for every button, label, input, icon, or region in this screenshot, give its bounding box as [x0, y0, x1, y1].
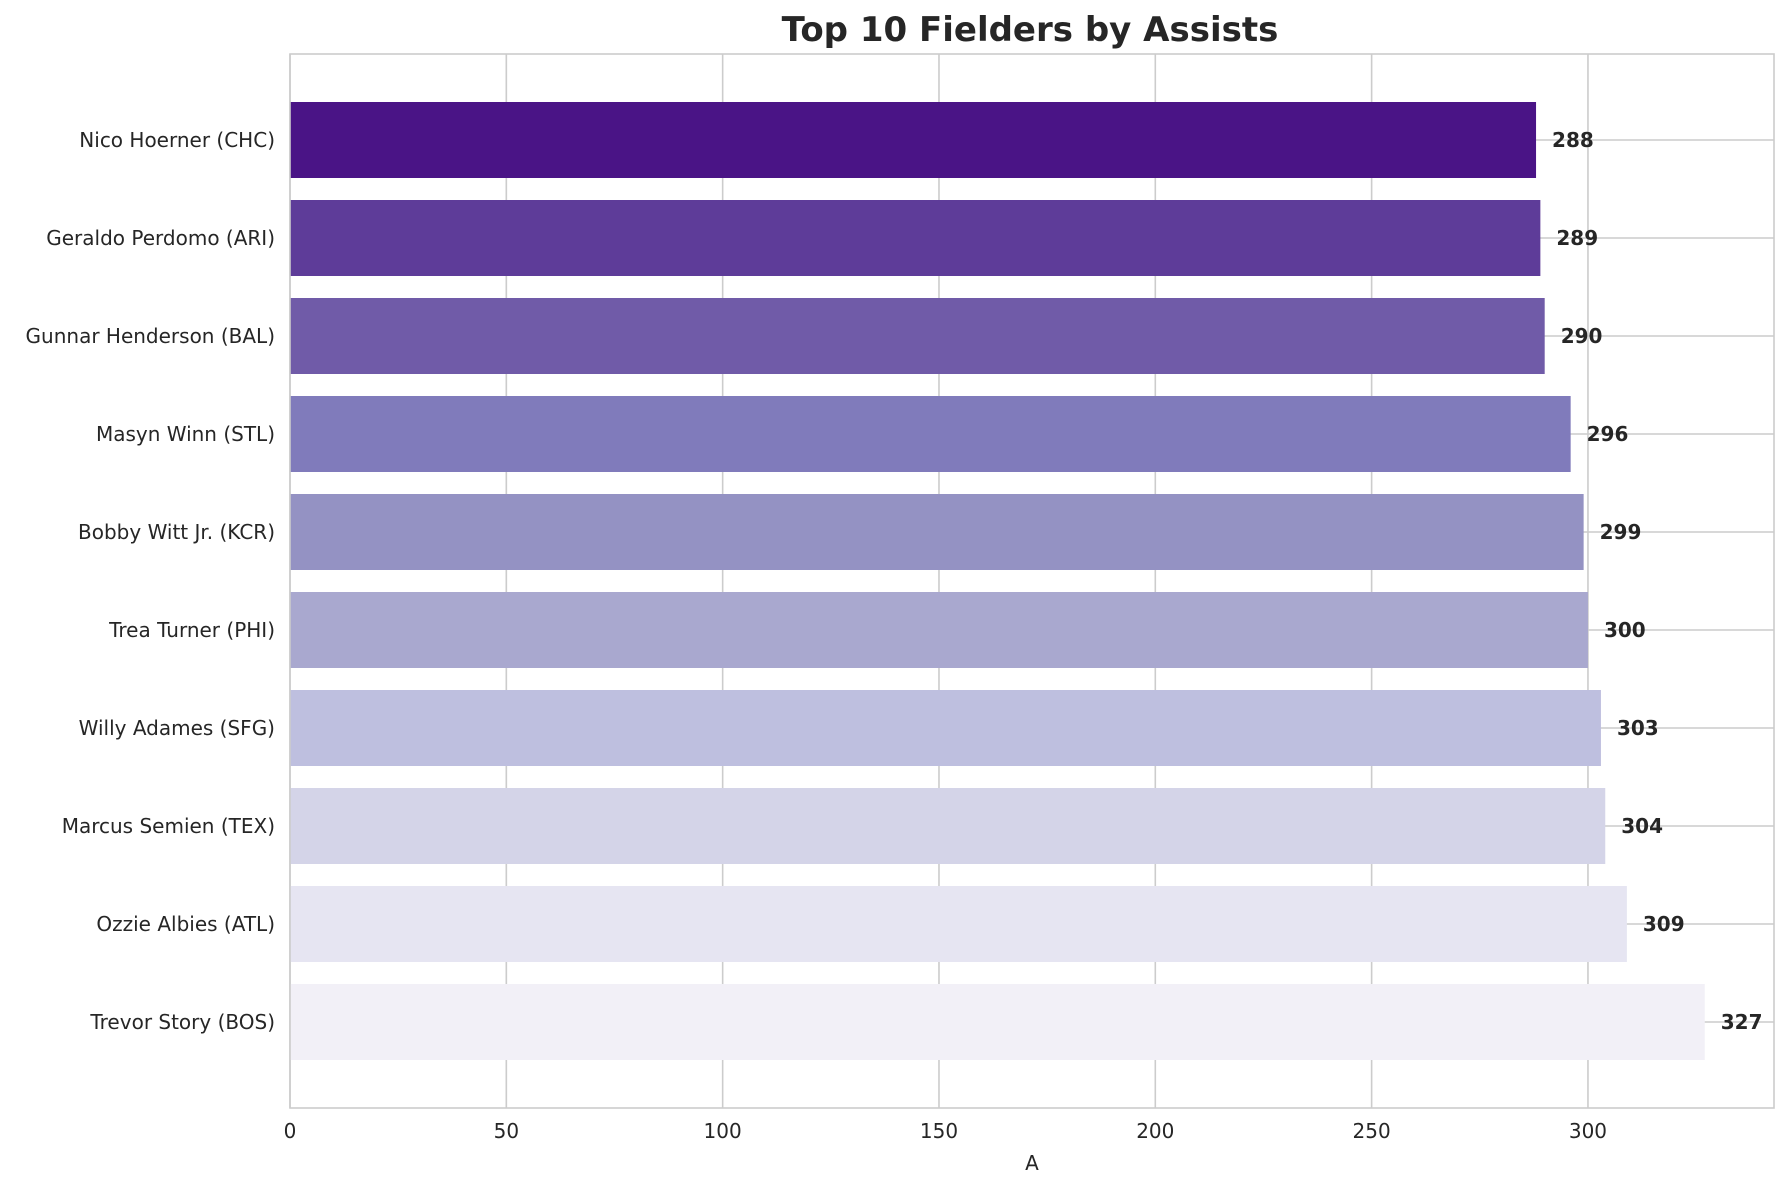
y-tick-labels: Nico Hoerner (CHC) Geraldo Perdomo (ARI) G…	[26, 128, 275, 1034]
x-tick-label: 50	[494, 1119, 519, 1143]
bar	[290, 200, 1541, 276]
bar-value-label: 289	[1556, 226, 1598, 250]
y-tick-label: Trea Turner (PHI)	[108, 618, 275, 642]
bar-value-label: 299	[1600, 520, 1642, 544]
y-tick-label: Bobby Witt Jr. (KCR)	[78, 520, 275, 544]
x-tick-labels: 0 50 100 150 200 250 300	[284, 1119, 1607, 1143]
y-tick-label: Trevor Story (BOS)	[89, 1010, 275, 1034]
bars	[290, 102, 1705, 1060]
bar	[290, 788, 1606, 864]
bar	[290, 690, 1601, 766]
y-tick-label: Willy Adames (SFG)	[79, 716, 275, 740]
bar-value-label: 288	[1552, 128, 1594, 152]
plot-frame	[289, 53, 1775, 1109]
x-tick-label: 250	[1353, 1119, 1391, 1143]
bar-value-label: 309	[1643, 912, 1685, 936]
bar	[290, 494, 1584, 570]
x-tick-label: 150	[920, 1119, 958, 1143]
bar-value-label: 300	[1604, 618, 1646, 642]
bar-value-label: 303	[1617, 716, 1659, 740]
x-axis-label: A	[1025, 1151, 1039, 1175]
bar	[290, 984, 1705, 1060]
y-tick-label: Geraldo Perdomo (ARI)	[46, 226, 275, 250]
y-tick-label: Nico Hoerner (CHC)	[79, 128, 275, 152]
y-tick-label: Ozzie Albies (ATL)	[96, 912, 275, 936]
bar-value-label: 327	[1721, 1010, 1763, 1034]
y-tick-label: Masyn Winn (STL)	[96, 422, 275, 446]
x-tick-label: 100	[704, 1119, 742, 1143]
y-tick-label: Marcus Semien (TEX)	[62, 814, 275, 838]
x-tick-label: 300	[1569, 1119, 1607, 1143]
bar-value-label: 296	[1587, 422, 1629, 446]
bar	[290, 102, 1537, 178]
bar	[290, 396, 1571, 472]
bar	[290, 886, 1627, 962]
bar	[290, 592, 1588, 668]
x-tick-label: 200	[1136, 1119, 1174, 1143]
bar-value-label: 304	[1621, 814, 1663, 838]
chart-title: Top 10 Fielders by Assists	[782, 10, 1279, 50]
bar	[290, 298, 1545, 374]
y-tick-label: Gunnar Henderson (BAL)	[26, 324, 275, 348]
bar-value-label: 290	[1561, 324, 1603, 348]
value-labels: 288 289 290 296 299 300 303 304 309 327	[1552, 128, 1762, 1034]
x-tick-label: 0	[284, 1119, 297, 1143]
